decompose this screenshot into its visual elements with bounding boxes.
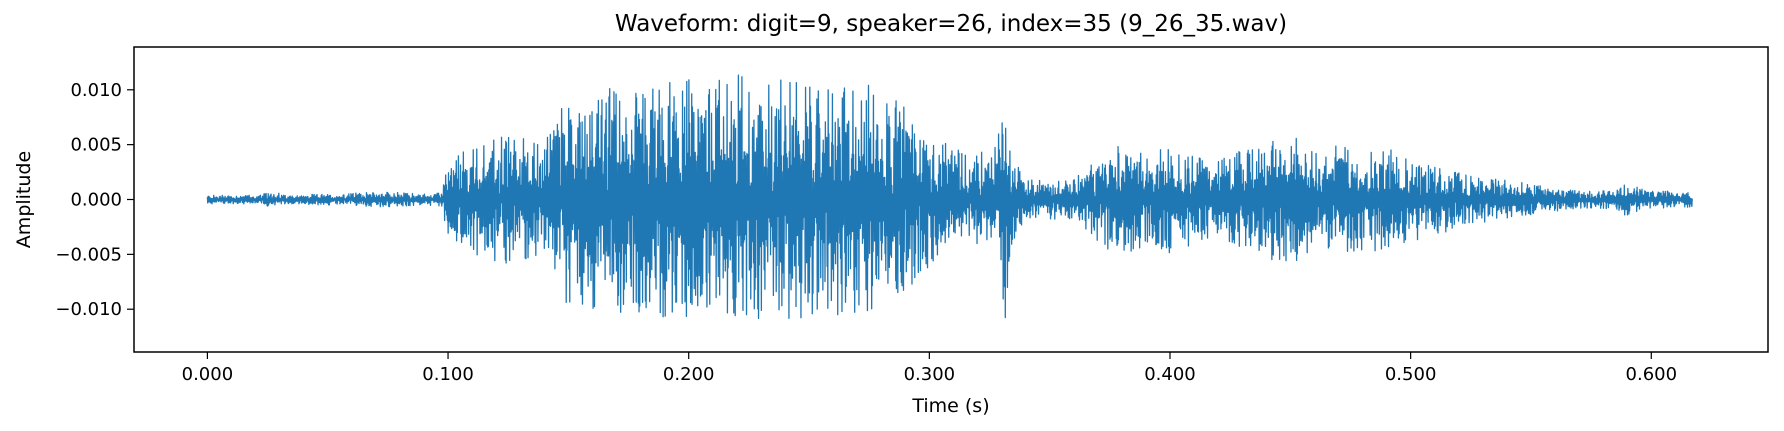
- x-axis: 0.000 0.100 0.200 0.300 0.400 0.500 0.600: [182, 352, 1677, 385]
- waveform-line: [206, 74, 1693, 320]
- x-axis-label: Time (s): [911, 395, 989, 417]
- x-tick-label: 0.200: [663, 364, 715, 385]
- y-tick-label: −0.010: [55, 299, 122, 320]
- x-tick-label: 0.600: [1626, 364, 1678, 385]
- y-tick-label: 0.005: [70, 135, 122, 156]
- y-axis-label: Amplitude: [13, 151, 35, 248]
- x-tick-label: 0.000: [182, 364, 234, 385]
- chart-title: Waveform: digit=9, speaker=26, index=35 …: [615, 11, 1287, 37]
- y-axis: −0.010 −0.005 0.000 0.005 0.010: [55, 80, 134, 320]
- x-tick-label: 0.500: [1385, 364, 1437, 385]
- axes-frame: [133, 46, 1769, 353]
- y-tick-label: 0.000: [70, 190, 122, 211]
- x-tick-label: 0.400: [1144, 364, 1196, 385]
- x-tick-label: 0.300: [904, 364, 956, 385]
- y-tick-label: −0.005: [55, 244, 122, 265]
- x-tick-label: 0.100: [422, 364, 474, 385]
- y-tick-label: 0.010: [70, 80, 122, 101]
- plot-area: [206, 74, 1693, 320]
